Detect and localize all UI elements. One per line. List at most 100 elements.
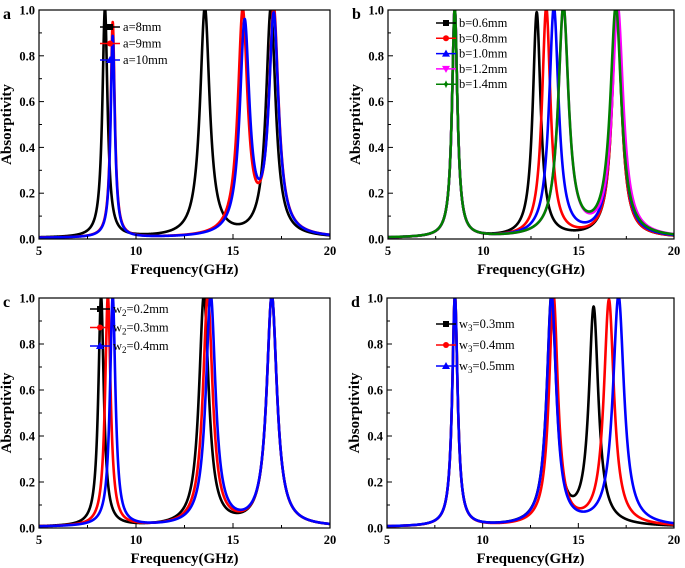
legend-symbol: b	[459, 77, 465, 91]
x-tick-label: 20	[668, 533, 681, 547]
legend-symbol: a	[123, 53, 129, 67]
x-axis-label: Frequency(GHz)	[477, 262, 585, 278]
x-tick-label: 20	[324, 533, 337, 547]
legend-value: =1.0mm	[465, 47, 507, 61]
legend-value: =0.3mm	[127, 321, 169, 335]
y-tick-label: 0.8	[19, 49, 35, 63]
legend-value: =8mm	[129, 20, 162, 34]
panel-label: c	[3, 294, 10, 311]
legend-entry: a=8mm	[100, 20, 162, 34]
y-tick-label: 0.0	[368, 233, 384, 247]
legend-value: =0.6mm	[465, 16, 507, 30]
x-axis-label: Frequency(GHz)	[130, 551, 238, 567]
legend-value: =0.2mm	[127, 302, 169, 316]
legend-entry: w2=0.3mm	[90, 321, 169, 337]
y-tick-label: 1.0	[368, 4, 384, 18]
legend-entry: w2=0.4mm	[90, 339, 169, 355]
legend-value: =9mm	[129, 37, 162, 51]
series-line-1	[387, 298, 674, 528]
series-line-2	[39, 298, 330, 528]
x-tick-label: 10	[130, 533, 143, 547]
legend-entry: b=0.8mm	[436, 31, 508, 45]
legend-label: w3=0.4mm	[459, 338, 515, 354]
x-tick-label: 20	[668, 244, 681, 258]
legend-symbol: a	[123, 37, 129, 51]
legend-marker-square	[443, 321, 449, 327]
x-tick-label: 10	[130, 244, 143, 258]
y-tick-label: 0.2	[367, 476, 383, 490]
x-tick-label: 20	[324, 244, 337, 258]
legend-subscript: 2	[122, 327, 127, 337]
legend-marker-triangle	[106, 56, 114, 63]
legend-entry: w3=0.4mm	[436, 338, 515, 354]
legend-entry: a=10mm	[100, 53, 168, 67]
legend-symbol: w	[113, 321, 122, 335]
legend-label: w2=0.2mm	[113, 302, 169, 318]
x-tick-label: 5	[384, 533, 390, 547]
legend-entry: b=1.0mm	[436, 47, 508, 61]
legend-entry: b=1.2mm	[436, 62, 508, 76]
x-tick-label: 15	[572, 533, 585, 547]
legend-label: b=1.0mm	[459, 47, 508, 61]
legend-symbol: w	[113, 339, 122, 353]
series-line-4	[388, 10, 674, 239]
legend-entry: b=1.4mm	[436, 77, 508, 91]
legend-symbol: b	[459, 47, 465, 61]
legend-value: =10mm	[129, 53, 168, 67]
legend-label: b=0.8mm	[459, 31, 508, 45]
y-tick-label: 1.0	[19, 4, 35, 18]
plot-frame	[386, 297, 675, 529]
y-axis-label: Absorptivity	[348, 84, 364, 165]
panel-label: b	[352, 6, 361, 23]
panel-d: 5 10 15 20 0.0 0.2 0.4 0.6 0.8 1.0 Frequency(GHz) A…	[347, 292, 680, 568]
panel-label: a	[3, 6, 11, 23]
panel-a: 5 10 15 20 0.0 0.2 0.4 0.6 0.8 1.0 Frequency(GHz) A…	[0, 4, 336, 279]
x-tick-label: 10	[476, 533, 489, 547]
legend-marker-triangle	[442, 49, 450, 57]
y-tick-label: 0.0	[19, 233, 35, 247]
legend-label: w3=0.3mm	[459, 317, 515, 333]
legend-subscript: 2	[122, 345, 127, 355]
legend-subscript: 3	[468, 323, 473, 333]
y-tick-label: 0.4	[367, 430, 383, 444]
y-axis-label: Absorptivity	[0, 84, 15, 165]
legend-entry: w3=0.3mm	[436, 317, 515, 333]
legend-label: b=1.4mm	[459, 77, 508, 91]
legend-value: =1.2mm	[465, 62, 507, 76]
panel-c: 5 10 15 20 0.0 0.2 0.4 0.6 0.8 1.0 Frequency(GHz) A…	[0, 292, 336, 568]
legend-marker-circle	[97, 324, 103, 331]
legend-symbol: w	[459, 317, 468, 331]
legend-marker-triangle	[96, 342, 104, 349]
x-axis-label: Frequency(GHz)	[476, 551, 584, 567]
legend-entry: w3=0.5mm	[436, 359, 515, 375]
legend-symbol: w	[459, 338, 468, 352]
series-line-1	[39, 10, 330, 239]
legend-marker-square	[107, 24, 113, 30]
y-axis-label: Absorptivity	[0, 372, 15, 453]
legend-value: =0.4mm	[127, 339, 169, 353]
legend-entry: a=9mm	[100, 37, 162, 51]
series-line-0	[39, 10, 330, 239]
y-tick-label: 0.6	[19, 95, 35, 109]
legend-value: =0.4mm	[473, 338, 515, 352]
y-tick-label: 1.0	[19, 292, 35, 306]
series-line-2	[387, 298, 674, 528]
y-tick-label: 0.2	[19, 476, 35, 490]
legend-label: w2=0.3mm	[113, 321, 169, 337]
x-tick-label: 10	[477, 244, 490, 258]
legend-marker-square	[97, 306, 103, 312]
legend-marker-circle	[107, 40, 113, 47]
legend-value: =0.3mm	[473, 317, 515, 331]
y-tick-label: 0.8	[368, 49, 384, 63]
legend-marker-star	[442, 80, 450, 89]
y-axis-label: Absorptivity	[347, 372, 363, 453]
y-tick-label: 0.8	[367, 338, 383, 352]
x-tick-label: 15	[227, 533, 240, 547]
x-tick-label: 15	[227, 244, 240, 258]
legend-label: w2=0.4mm	[113, 339, 169, 355]
legend-marker-triangle-down	[442, 65, 450, 73]
y-tick-label: 0.0	[367, 522, 383, 536]
legend-label: a=10mm	[123, 53, 168, 67]
y-tick-label: 0.6	[19, 384, 35, 398]
